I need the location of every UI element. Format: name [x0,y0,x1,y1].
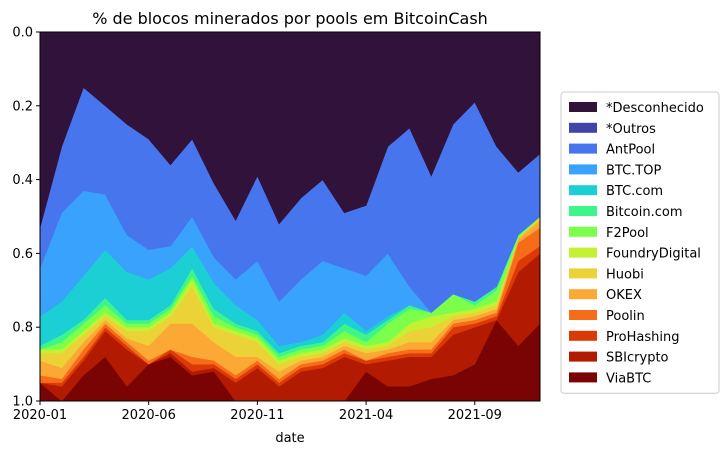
legend-label: Huobi [606,267,644,282]
x-tick-label: 2021-04 [339,408,393,423]
legend-swatch [569,247,597,258]
plot-frame [39,31,541,402]
x-axis: 2020-01 2020-06 2020-11 2021-04 2021-09 [13,401,502,423]
y-tick-label: 1.0 [12,395,33,410]
y-axis: 0.0 0.2 0.4 0.6 0.8 1.0 [12,26,40,410]
legend-label: ProHashing [606,330,679,345]
legend-swatch [569,143,597,154]
legend-swatch [569,372,597,383]
legend-label: BTC.com [606,184,663,199]
legend-swatch [569,310,597,320]
area-layers [38,31,541,402]
chart-title: % de blocos minerados por pools em Bitco… [92,9,488,28]
legend-swatch [569,226,597,237]
legend-label: BTC.TOP [606,163,661,178]
legend: *Desconhecido *Outros AntPool BTC.TOP BTC.co… [560,91,720,394]
legend-swatch [569,289,597,300]
legend-label: *Outros [606,122,656,137]
legend-frame [560,91,720,394]
legend-swatch [569,330,597,341]
legend-swatch [569,206,597,216]
y-tick-label: 0.4 [12,173,33,188]
legend-label: AntPool [606,143,655,158]
legend-label: F2Pool [606,226,649,241]
legend-swatch [569,351,597,362]
legend-label: Poolin [606,309,645,324]
legend-label: ViaBTC [606,371,651,386]
x-tick-label: 2020-01 [13,408,67,423]
legend-label: Bitcoin.com [606,205,682,220]
x-tick-label: 2020-06 [122,408,176,423]
y-tick-label: 0.0 [12,26,33,41]
legend-swatch [569,122,597,133]
legend-swatch [569,164,597,175]
y-tick-label: 0.8 [12,321,33,336]
x-axis-label: date [275,431,304,446]
y-tick-label: 0.6 [12,247,33,262]
legend-label: *Desconhecido [606,101,704,116]
y-tick-label: 0.2 [12,99,33,114]
x-tick-label: 2020-11 [230,408,284,423]
x-tick-label: 2021-09 [448,408,502,423]
legend-label: FoundryDigital [606,247,701,262]
legend-label: OKEX [606,288,642,303]
legend-label: SBIcrypto [606,351,669,366]
legend-swatch [569,268,597,279]
legend-swatch [569,185,597,196]
legend-swatch [569,102,597,112]
